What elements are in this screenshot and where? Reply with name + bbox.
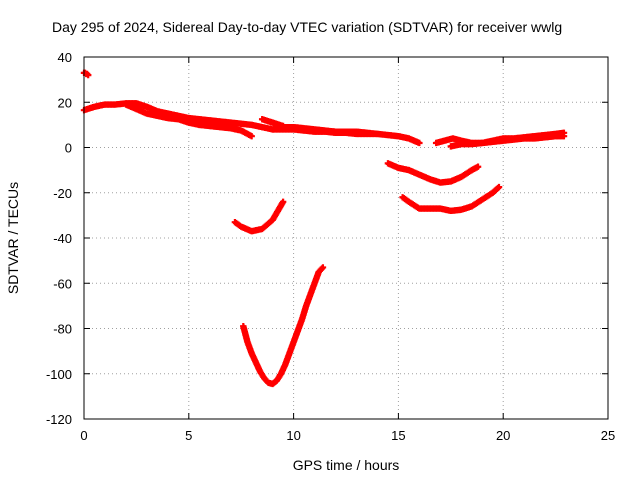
data-point	[474, 163, 482, 170]
data-point	[560, 132, 568, 140]
series-trace-8	[384, 160, 482, 186]
series-trace-5	[258, 116, 287, 130]
chart-title: Day 295 of 2024, Sidereal Day-to-day VTE…	[52, 19, 562, 35]
x-axis-label: GPS time / hours	[293, 457, 400, 473]
series-trace-7	[447, 132, 568, 150]
y-tick-label: -120	[46, 412, 72, 427]
x-tick-label: 5	[185, 428, 192, 443]
data-point	[248, 132, 255, 140]
series-trace-1	[80, 69, 92, 79]
y-axis-label: SDTVAR / TECUs	[5, 182, 21, 294]
data-point	[279, 198, 287, 205]
x-tick-label: 20	[496, 428, 510, 443]
series-trace-9	[399, 183, 503, 215]
data-point	[416, 139, 423, 147]
data-point	[84, 71, 92, 79]
y-tick-labels: -120 -100 -80 -60 -40 -20 0 20 40	[46, 50, 72, 427]
y-tick-label: 20	[58, 95, 72, 110]
x-tick-label: 25	[601, 428, 615, 443]
data-series	[80, 69, 568, 388]
series-trace-11	[240, 264, 327, 388]
x-tick-label: 10	[286, 428, 300, 443]
y-tick-label: 40	[58, 50, 72, 65]
data-point	[319, 264, 327, 271]
grid-lines	[84, 57, 608, 419]
series-trace-4	[269, 123, 381, 138]
x-tick-label: 15	[391, 428, 405, 443]
y-tick-label: -80	[53, 322, 72, 337]
x-tick-labels: 0 5 10 15 20 25	[80, 428, 615, 443]
series-trace-10	[231, 198, 287, 235]
data-point	[279, 122, 287, 130]
y-tick-label: -60	[53, 276, 72, 291]
y-tick-label: -20	[53, 186, 72, 201]
y-tick-label: 0	[65, 141, 72, 156]
plot-frame	[83, 56, 609, 420]
data-point	[374, 130, 381, 138]
x-tick-label: 0	[80, 428, 87, 443]
series-trace-3	[122, 101, 255, 140]
data-point	[495, 183, 503, 191]
y-tick-label: -40	[53, 231, 72, 246]
y-tick-label: -100	[46, 367, 72, 382]
